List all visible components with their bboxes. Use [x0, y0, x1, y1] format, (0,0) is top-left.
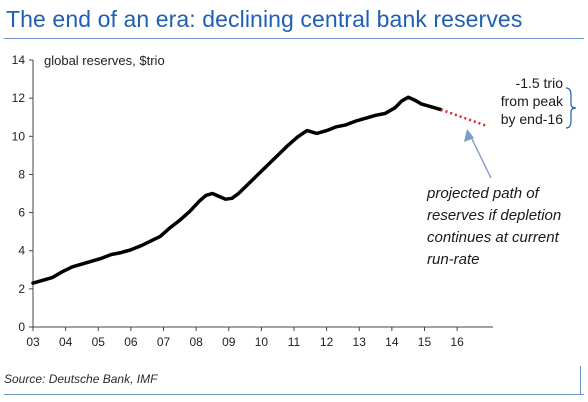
x-tick-label: 10	[255, 335, 269, 349]
x-tick-label: 12	[320, 335, 334, 349]
axes-group: 0 2 4 6 8 10 12 14 03 04 05 06 07 08 09 10 11 12 13 14 15 16	[12, 53, 493, 349]
x-tick-label: 03	[26, 335, 40, 349]
projection-note-line: reserves if depletion	[427, 207, 561, 224]
y-tick-label: 12	[12, 91, 26, 105]
y-tick-label: 14	[12, 53, 26, 67]
bottom-divider	[4, 394, 584, 395]
arrow-line	[469, 134, 492, 179]
peak-note-line: from peak	[501, 93, 564, 109]
x-tick-label: 13	[353, 335, 367, 349]
x-tick-label: 15	[418, 335, 432, 349]
title-divider	[4, 38, 584, 39]
projection-line	[440, 108, 487, 127]
x-tick-label: 14	[385, 335, 399, 349]
y-tick-label: 4	[18, 244, 25, 258]
reserves-line	[31, 95, 443, 285]
right-edge-tick	[580, 366, 581, 395]
y-tick-label: 2	[18, 282, 25, 296]
y-tick-label: 8	[18, 167, 25, 181]
y-tick-label: 10	[12, 129, 26, 143]
arrow-head-icon	[464, 129, 474, 142]
x-tick-label: 06	[124, 335, 138, 349]
bracket-icon	[565, 87, 577, 129]
x-tick-label: 16	[450, 335, 464, 349]
chart-title: The end of an era: declining central ban…	[6, 6, 523, 32]
series-group	[31, 95, 487, 285]
source-note: Source: Deutsche Bank, IMF	[4, 372, 158, 386]
x-tick-label: 07	[157, 335, 171, 349]
x-tick-label: 09	[222, 335, 236, 349]
annotations-group: -1.5 trio from peak by end-16 projected pat…	[426, 75, 577, 268]
peak-note-line: -1.5 trio	[516, 75, 564, 91]
x-tick-label: 04	[59, 335, 73, 349]
projection-note-line: projected path of	[426, 185, 541, 202]
y-axis-label: global reserves, $trio	[44, 53, 165, 68]
y-tick-label: 6	[18, 206, 25, 220]
x-tick-label: 08	[189, 335, 203, 349]
y-tick-label: 0	[18, 320, 25, 334]
projection-note-line: continues at current	[427, 229, 560, 246]
peak-note-line: by end-16	[501, 111, 563, 127]
x-tick-label: 05	[92, 335, 106, 349]
x-tick-label: 11	[288, 335, 301, 349]
projection-note-line: run-rate	[427, 251, 480, 268]
